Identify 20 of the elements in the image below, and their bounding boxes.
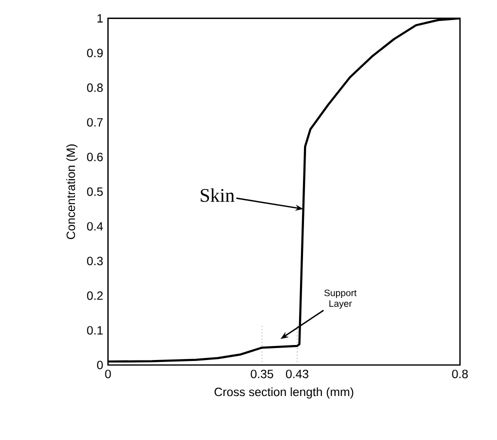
y-tick-label: 0 — [97, 360, 103, 370]
y-tick-label: 0.3 — [87, 256, 103, 266]
x-tick-label: 0.8 — [452, 370, 468, 378]
y-tick-label: 1 — [98, 14, 103, 22]
y-tick-label: 0.2 — [87, 291, 103, 300]
y-tick-label: 0.1 — [87, 326, 103, 335]
annotation: Support Layer — [324, 290, 357, 309]
y-axis-title: Concentration (M) — [66, 144, 78, 240]
x-tick-label: 0 — [105, 370, 111, 378]
y-tick-label: 0.4 — [87, 222, 103, 231]
x-axis-title: Cross section length (mm) — [214, 387, 354, 399]
line-series — [108, 18, 460, 363]
y-tick-label: 0.7 — [87, 118, 103, 127]
y-tick-label: 0.9 — [87, 48, 103, 58]
y-tick-label: 0.6 — [87, 152, 103, 162]
annotation: Skin — [200, 188, 234, 202]
y-tick-label: 0.5 — [87, 187, 103, 196]
x-tick-label: 0.35 — [250, 370, 274, 378]
x-tick-label: 0.43 — [286, 370, 308, 378]
y-tick-label: 0.8 — [87, 83, 103, 92]
